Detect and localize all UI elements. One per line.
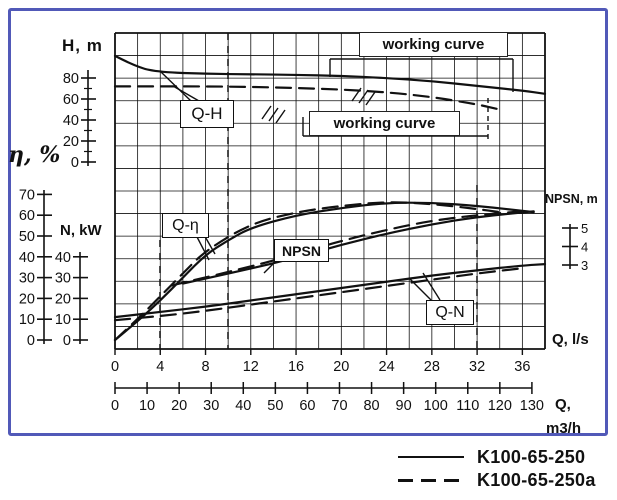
curve-npsn-250a — [170, 210, 524, 287]
trim-hatch-mark — [358, 89, 369, 104]
x2-axis-tick-label: 130 — [520, 398, 544, 414]
legend-solid-line — [398, 456, 464, 458]
qeta-curve-label: Q-η — [162, 213, 209, 238]
qh-curve-label: Q-H — [180, 100, 234, 128]
x2-axis-tick-label: 10 — [139, 398, 155, 414]
curve-qh-250a — [113, 85, 501, 111]
h-axis-tick-label: 20 — [63, 134, 79, 150]
curve-qeta-250a — [113, 201, 501, 342]
eta-axis-tick-label: 0 — [27, 333, 35, 349]
trim-hatch-mark — [275, 109, 286, 124]
qh-label-leader — [172, 85, 200, 102]
legend-dashed-line — [398, 478, 464, 482]
x2-axis-tick-label: 40 — [235, 398, 251, 414]
h-axis-title: H, m — [62, 36, 103, 55]
trim-hatch-mark — [268, 107, 279, 122]
qeta-label-leader — [195, 234, 210, 261]
legend-item-solid: K100-65-250 — [398, 447, 585, 467]
qh-label-leader — [160, 71, 192, 102]
x-axis-tick-label: 24 — [379, 359, 395, 375]
figure-border — [8, 8, 608, 436]
legend-item-dashed: K100-65-250a — [398, 470, 596, 490]
q-m3h-axis-title-line1: Q, — [555, 396, 571, 413]
n-axis-tick-label: 10 — [55, 312, 71, 328]
eta-axis-title: η, % — [8, 142, 61, 168]
x-axis-tick-label: 28 — [424, 359, 440, 375]
qn-label-leader — [422, 272, 441, 301]
npsn-tick-label: 3 — [581, 258, 588, 273]
npsn-curve-label: NPSN — [274, 239, 329, 262]
trim-hatch-mark — [351, 87, 362, 102]
npsn-axis-title: NPSN, m — [545, 192, 598, 206]
qn-label-leader — [409, 278, 432, 301]
legend-label-k100-65-250a: K100-65-250a — [477, 469, 596, 490]
eta-axis-tick-label: 70 — [19, 187, 35, 203]
x2-axis-tick-label: 50 — [267, 398, 283, 414]
curve-qn-250a — [113, 267, 524, 322]
legend-label-k100-65-250: K100-65-250 — [477, 446, 586, 467]
curve-qn-250 — [113, 263, 547, 319]
x2-axis-tick-label: 20 — [171, 398, 187, 414]
trim-hatch-mark — [261, 105, 272, 120]
x-axis-tick-label: 32 — [469, 359, 485, 375]
eta-axis-tick-label: 10 — [19, 312, 35, 328]
h-axis-tick-label: 80 — [63, 71, 79, 87]
working-curve-annotation-mid: working curve — [309, 111, 460, 136]
x-axis-tick-label: 16 — [288, 359, 304, 375]
eta-axis-tick-label: 60 — [19, 208, 35, 224]
h-axis-tick-label: 0 — [71, 155, 79, 171]
n-axis-tick-label: 30 — [55, 271, 71, 287]
qn-curve-label: Q-N — [426, 300, 474, 325]
x-axis-tick-label: 4 — [156, 359, 164, 375]
x2-axis-tick-label: 0 — [111, 398, 119, 414]
x2-axis-tick-label: 120 — [488, 398, 512, 414]
n-axis-title: N, kW — [60, 222, 102, 239]
curve-npsn-250 — [181, 210, 535, 285]
x2-axis-tick-label: 110 — [456, 398, 479, 414]
npsn-tick-label: 5 — [581, 221, 588, 236]
n-axis-tick-label: 0 — [63, 333, 71, 349]
x2-axis-tick-label: 60 — [299, 398, 315, 414]
x-axis-tick-label: 8 — [201, 359, 209, 375]
q-ls-axis-title: Q, l/s — [552, 331, 589, 348]
q-m3h-axis-title-line2: m3/h — [546, 420, 582, 437]
x-axis-tick-label: 12 — [243, 359, 259, 375]
trim-hatch-mark — [365, 91, 376, 106]
npsn-tick-label: 4 — [581, 240, 588, 255]
working-curve-annotation-top: working curve — [359, 32, 508, 57]
x-axis-tick-label: 36 — [514, 359, 530, 375]
curve-qh-250 — [113, 54, 547, 95]
x2-axis-tick-label: 30 — [203, 398, 219, 414]
h-axis-tick-label: 40 — [63, 113, 79, 129]
eta-axis-tick-label: 40 — [19, 250, 35, 266]
h-axis-tick-label: 60 — [63, 92, 79, 108]
x2-axis-tick-label: 90 — [396, 398, 412, 414]
x2-axis-tick-label: 70 — [331, 398, 347, 414]
n-axis-tick-label: 20 — [55, 291, 71, 307]
eta-axis-tick-label: 50 — [19, 229, 35, 245]
x2-axis-tick-label: 80 — [363, 398, 379, 414]
n-axis-tick-label: 40 — [55, 250, 71, 266]
eta-axis-tick-label: 30 — [19, 271, 35, 287]
x-axis-tick-label: 0 — [111, 359, 119, 375]
x-axis-tick-label: 20 — [333, 359, 349, 375]
x2-axis-tick-label: 100 — [424, 398, 448, 414]
eta-axis-tick-label: 20 — [19, 291, 35, 307]
